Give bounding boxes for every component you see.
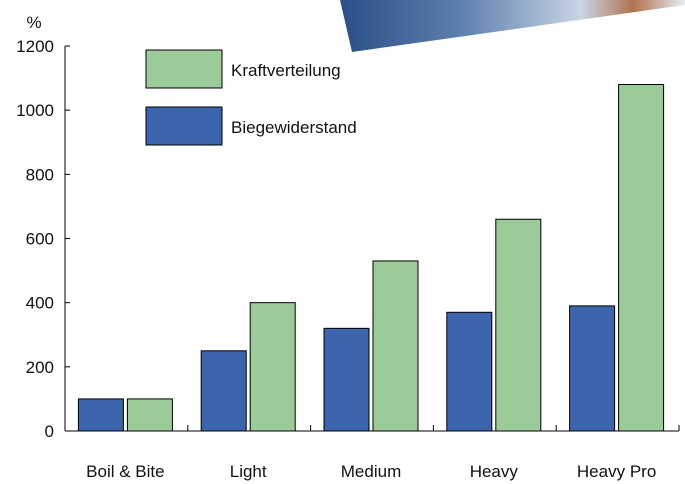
x-category-label: Boil & Bite bbox=[86, 462, 164, 481]
bar-biegewiderstand bbox=[200, 350, 247, 432]
legend-label: Biegewiderstand bbox=[231, 118, 357, 137]
y-tick-label: 600 bbox=[26, 230, 54, 249]
y-tick-label: 200 bbox=[26, 358, 54, 377]
y-tick-label: 400 bbox=[26, 294, 54, 313]
x-category-label: Light bbox=[230, 462, 267, 481]
y-tick-label: 1200 bbox=[16, 37, 54, 56]
y-tick-label: 1000 bbox=[16, 101, 54, 120]
x-category-label: Heavy bbox=[470, 462, 519, 481]
bar-kraftverteilung bbox=[372, 260, 419, 432]
bar-kraftverteilung bbox=[249, 302, 296, 432]
bar-biegewiderstand bbox=[569, 305, 616, 432]
bar-kraftverteilung bbox=[618, 84, 665, 432]
corner-photo bbox=[340, 0, 685, 52]
y-axis-unit-label: % bbox=[26, 13, 41, 32]
bar-kraftverteilung bbox=[126, 398, 173, 432]
bars bbox=[77, 84, 665, 432]
axes: 0 200 400 600 800 1000 1200 Boil & Bite Light Med… bbox=[16, 37, 680, 481]
bar-biegewiderstand bbox=[323, 327, 370, 432]
y-tick-label: 0 bbox=[45, 422, 54, 441]
legend-swatch bbox=[145, 49, 223, 89]
bar-biegewiderstand bbox=[446, 311, 493, 432]
x-category-label: Medium bbox=[341, 462, 401, 481]
bar-kraftverteilung bbox=[495, 218, 542, 432]
y-tick-label: 800 bbox=[26, 165, 54, 184]
legend-swatch bbox=[145, 106, 223, 146]
bar-biegewiderstand bbox=[77, 398, 124, 432]
legend-label: Kraftverteilung bbox=[231, 61, 341, 80]
x-category-label: Heavy Pro bbox=[577, 462, 656, 481]
legend: Kraftverteilung Biegewiderstand bbox=[145, 49, 357, 146]
